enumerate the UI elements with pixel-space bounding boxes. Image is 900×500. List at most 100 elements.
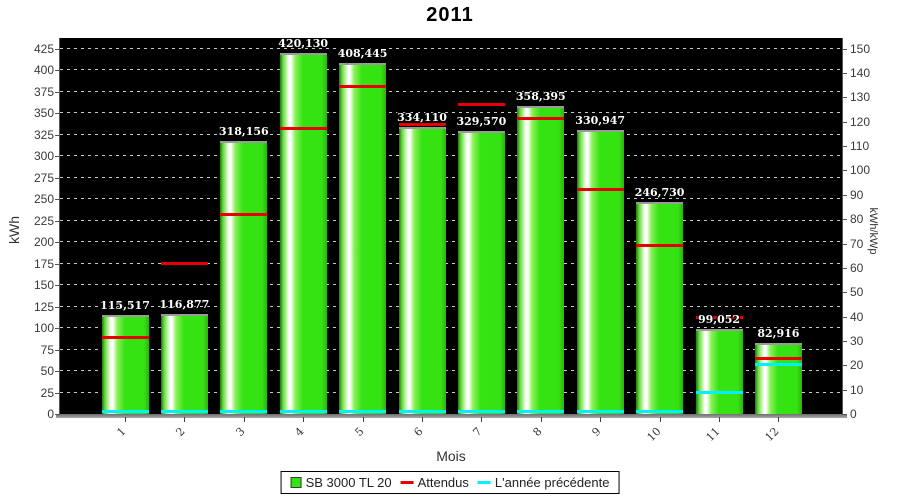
bar-month-5[interactable] [339, 62, 387, 414]
left-tick-label-200: 200 [33, 235, 54, 250]
legend: SB 3000 TL 20 Attendus L'année précédente [280, 471, 620, 494]
attendus-segment-month-2 [160, 262, 208, 266]
x-tick-mark-12 [778, 417, 780, 422]
bar-value-label-month-3: 318,156 [218, 124, 269, 138]
right-tick-label-60: 60 [850, 260, 864, 275]
bar-month-6[interactable] [398, 126, 446, 414]
previous-year-segment-month-7 [457, 410, 505, 414]
x-tick-label-5: 5 [352, 424, 367, 440]
gridline-300 [60, 155, 842, 157]
previous-year-segment-month-4 [279, 410, 327, 414]
left-axis-line [59, 38, 60, 415]
right-tick-label-70: 70 [850, 236, 864, 251]
legend-item-previous-year[interactable]: L'année précédente [477, 475, 610, 490]
legend-line-icon [477, 481, 491, 484]
left-tick-mark [55, 156, 60, 158]
previous-year-segment-month-8 [517, 410, 565, 414]
left-tick-label-100: 100 [33, 321, 54, 336]
left-tick-mark [55, 134, 60, 136]
right-tick-label-10: 10 [850, 382, 864, 397]
left-tick-label-175: 175 [33, 256, 54, 271]
attendus-segment-month-3 [220, 213, 268, 217]
x-tick-mark-7 [481, 417, 483, 422]
bar-month-10[interactable] [636, 201, 684, 414]
left-tick-label-275: 275 [33, 170, 54, 185]
bar-month-8[interactable] [517, 106, 565, 414]
bar-value-label-month-6: 334,110 [397, 110, 447, 124]
left-tick-mark [55, 113, 60, 115]
bar-month-7[interactable] [457, 130, 505, 414]
x-tick-label-11: 11 [703, 424, 723, 444]
x-tick-label-9: 9 [589, 424, 604, 440]
x-tick-mark-1 [125, 417, 126, 422]
right-axis-title: kWh/kWp [867, 207, 879, 255]
right-tick-label-120: 120 [850, 114, 871, 129]
x-tick-mark-5 [362, 417, 364, 422]
bar-value-label-month-1: 115,517 [100, 298, 150, 312]
previous-year-segment-month-1 [101, 410, 149, 414]
left-tick-label-250: 250 [33, 192, 54, 207]
bar-month-4[interactable] [279, 52, 327, 414]
attendus-segment-month-9 [576, 187, 624, 191]
attendus-segment-month-4 [279, 126, 327, 130]
bar-month-11[interactable] [695, 328, 743, 414]
x-tick-label-7: 7 [470, 424, 486, 440]
attendus-segment-month-11 [695, 315, 743, 319]
left-tick-mark [55, 349, 60, 351]
bar-month-12[interactable] [754, 342, 802, 414]
left-tick-label-50: 50 [40, 364, 54, 379]
right-tick-mark [842, 97, 847, 99]
legend-item-sb-3000-tl-20[interactable]: SB 3000 TL 20 [290, 475, 392, 490]
legend-label: SB 3000 TL 20 [305, 475, 392, 490]
right-tick-mark [842, 267, 847, 269]
x-tick-label-3: 3 [233, 424, 248, 440]
legend-label: L'année précédente [494, 475, 610, 490]
bar-month-1[interactable] [101, 314, 149, 414]
previous-year-segment-month-10 [636, 410, 684, 414]
left-tick-label-300: 300 [33, 149, 54, 164]
right-tick-mark [842, 389, 847, 391]
right-tick-label-150: 150 [850, 41, 871, 56]
x-axis-title: Mois [436, 448, 466, 464]
plot-area: 115,517 116,877 318,156 420,130 408,445 334,1… [60, 37, 842, 414]
right-tick-mark [842, 292, 847, 294]
left-tick-mark [55, 306, 60, 308]
right-tick-label-110: 110 [850, 139, 870, 154]
right-tick-mark [842, 414, 847, 415]
right-tick-label-30: 30 [850, 333, 864, 348]
gridline-225 [60, 219, 842, 221]
x-tick-label-12: 12 [762, 424, 783, 444]
left-tick-mark [55, 91, 60, 93]
bar-month-2[interactable] [160, 313, 208, 414]
previous-year-segment-month-5 [339, 410, 387, 414]
right-tick-mark [842, 365, 847, 367]
left-tick-label-375: 375 [33, 84, 54, 99]
gridline-100 [60, 327, 842, 329]
bar-value-label-month-12: 82,916 [757, 326, 800, 340]
bar-month-9[interactable] [576, 129, 624, 414]
attendus-segment-month-5 [339, 84, 387, 88]
left-tick-mark [55, 220, 60, 222]
x-tick-label-10: 10 [644, 424, 664, 444]
previous-year-segment-month-12 [754, 363, 802, 367]
x-tick-mark-4 [303, 417, 305, 422]
left-tick-mark [55, 263, 60, 265]
right-tick-label-140: 140 [850, 66, 871, 81]
bar-value-label-month-7: 329,570 [456, 114, 507, 128]
bar-value-label-month-5: 408,445 [337, 46, 388, 60]
gridline-425 [60, 47, 842, 49]
gridline-275 [60, 176, 842, 178]
legend-item-attendus[interactable]: Attendus [400, 475, 469, 490]
right-tick-mark [842, 73, 847, 75]
chart-title: 2011 [426, 4, 474, 26]
right-tick-mark [842, 121, 847, 123]
bar-value-label-month-8: 358,395 [515, 90, 566, 103]
right-tick-label-100: 100 [850, 163, 871, 178]
right-tick-mark [842, 170, 847, 172]
bar-value-label-month-11: 99,052 [697, 312, 741, 326]
legend-square-icon [290, 477, 302, 488]
right-tick-label-0: 0 [850, 407, 857, 421]
attendus-segment-month-10 [636, 243, 684, 247]
bar-month-3[interactable] [220, 140, 268, 414]
